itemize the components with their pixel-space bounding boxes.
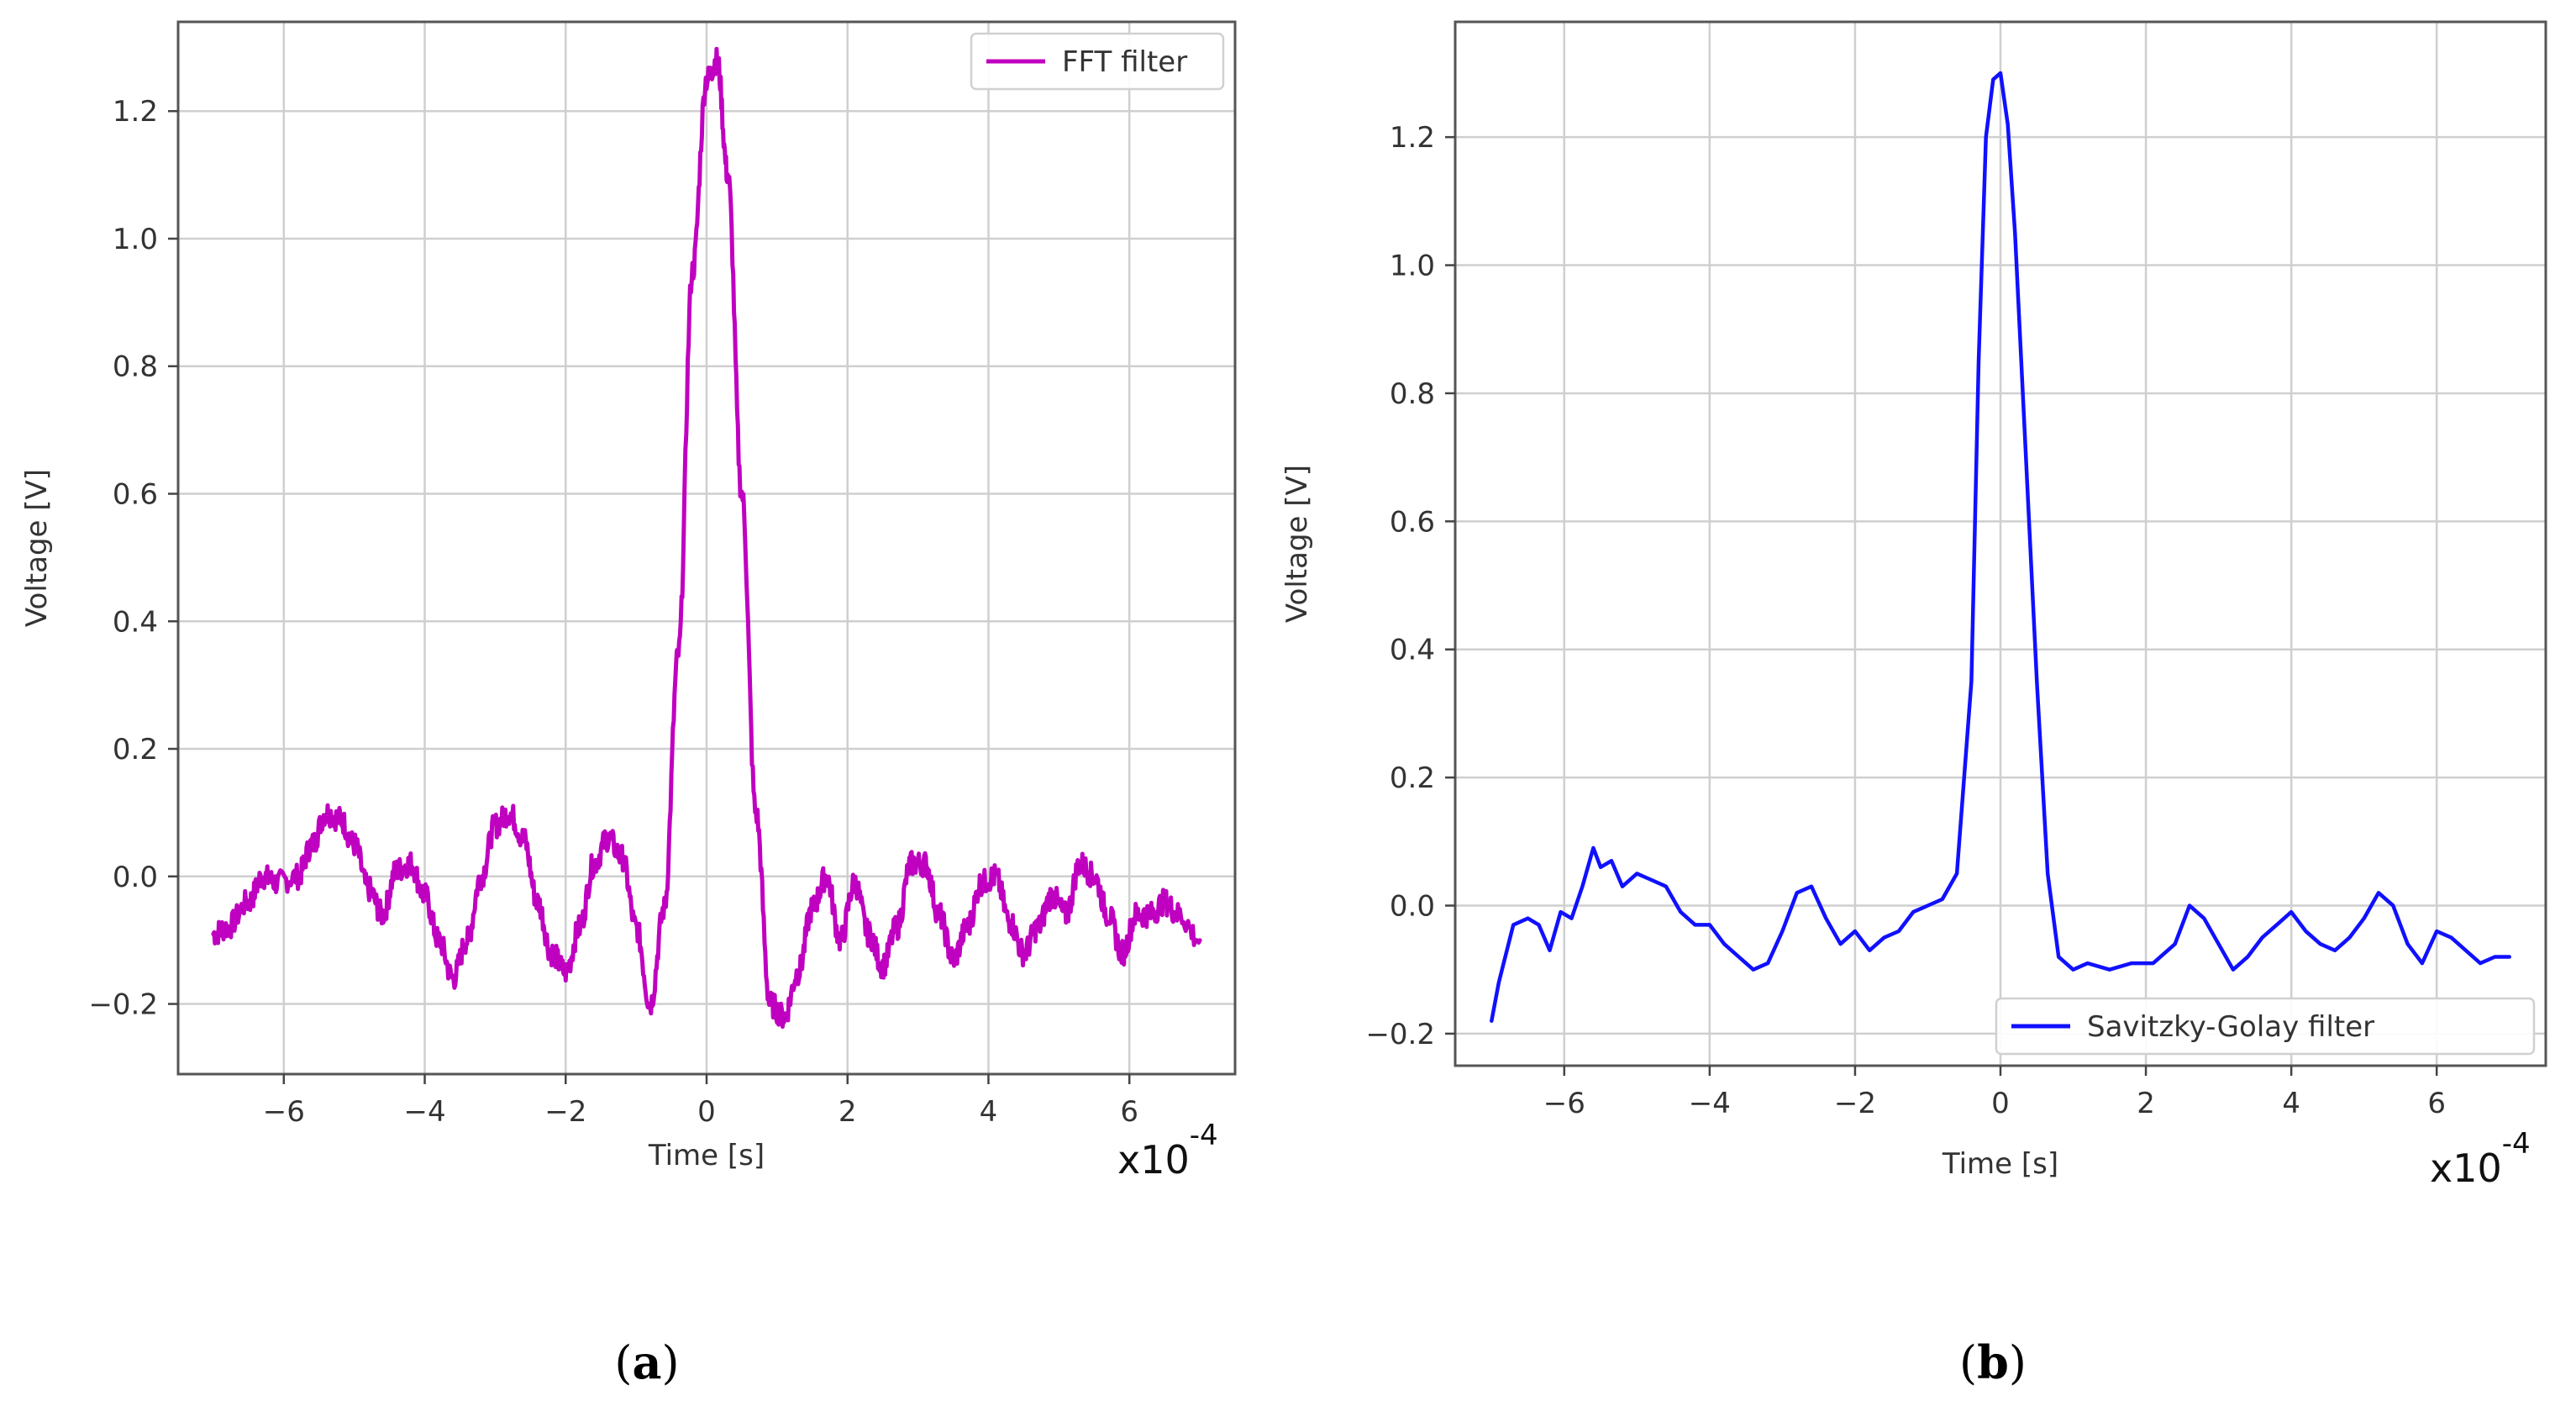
chart-a-ytick-label-2: 0.2	[113, 733, 158, 766]
chart-a-x-multiplier-base: x10	[1117, 1137, 1190, 1183]
chart-b-xtick-label-2: −2	[1834, 1087, 1876, 1120]
chart-b-xtick-label-0: −6	[1543, 1087, 1585, 1120]
chart-a-ytick-label-6: 1.0	[113, 223, 158, 256]
chart-a-ytick-label-7: 1.2	[113, 95, 158, 129]
chart-b-x-multiplier-base: x10	[2430, 1146, 2502, 1191]
chart-b-xtick-label-3: 0	[1991, 1087, 2010, 1120]
chart-a-xtick-label-0: −6	[263, 1095, 305, 1129]
chart-a-xtick-label-3: 0	[697, 1095, 716, 1129]
chart-a-x-axis-label: Time [s]	[648, 1139, 765, 1172]
chart-b-ytick-label-7: 1.2	[1390, 121, 1435, 155]
chart-a-xtick-label-5: 4	[980, 1095, 998, 1129]
chart-b-xtick-label-5: 4	[2282, 1087, 2300, 1120]
panel-label-a: (a)	[614, 1335, 679, 1389]
chart-a-ytick-label-5: 0.8	[113, 350, 158, 384]
chart-a-x-multiplier: x10-4	[1117, 1119, 1218, 1183]
chart-b-xtick-label-6: 6	[2427, 1087, 2446, 1120]
chart-b-x-multiplier: x10-4	[2430, 1127, 2531, 1191]
chart-a-ytick-label-4: 0.6	[113, 478, 158, 512]
chart-b-xtick-label-4: 2	[2137, 1087, 2155, 1120]
panel-label-a-letter: a	[633, 1335, 662, 1389]
panel-label-b-prefix: (	[1959, 1336, 1977, 1389]
chart-a-xtick-label-1: −4	[403, 1095, 445, 1129]
chart-b-ytick-label-6: 1.0	[1390, 250, 1435, 283]
panel-label-b-suffix: )	[2009, 1336, 2027, 1389]
chart-a-ytick-label-3: 0.4	[113, 605, 158, 639]
chart-b-ytick-label-2: 0.2	[1390, 761, 1435, 795]
chart-fft-filter: −6 −4 −2 0 2 4 6 −0.2 0.0 0.2 0.4 0.6 0.8 1.0 1.2 Time …	[20, 20, 1237, 1183]
chart-b-ytick-label-5: 0.8	[1390, 377, 1435, 411]
chart-a-series-line-0	[211, 46, 1202, 1029]
chart-b-y-axis-label: Voltage [V]	[1280, 465, 1314, 623]
chart-b-legend-label: Savitzky-Golay filter	[2087, 1010, 2374, 1044]
chart-a-legend-box	[970, 32, 1225, 91]
panel-label-a-suffix: )	[662, 1336, 680, 1389]
chart-a-ytick-label-0: −0.2	[88, 988, 158, 1022]
chart-b-legend-box	[1995, 997, 2536, 1056]
chart-b-x-multiplier-exp: -4	[2502, 1127, 2531, 1161]
chart-a-xtick-label-4: 2	[839, 1095, 857, 1129]
chart-a-y-axis-label: Voltage [V]	[20, 469, 54, 627]
chart-a-xtick-label-6: 6	[1120, 1095, 1138, 1129]
chart-b-ytick-label-4: 0.6	[1390, 505, 1435, 539]
chart-b-xtick-label-1: −4	[1689, 1087, 1731, 1120]
chart-a-ytick-label-1: 0.0	[113, 861, 158, 894]
chart-savitzky-golay-filter: −6 −4 −2 0 2 4 6 −0.2 0.0 0.2 0.4 0.6 0.8 1.0 1.2 Time …	[1280, 20, 2547, 1191]
chart-b-ytick-label-1: 0.0	[1390, 890, 1435, 924]
chart-b-ytick-label-3: 0.4	[1390, 634, 1435, 667]
panel-label-a-prefix: (	[614, 1336, 632, 1389]
panel-label-b-letter: b	[1977, 1335, 2009, 1389]
chart-b-ytick-label-0: −0.2	[1365, 1018, 1435, 1051]
chart-a-x-multiplier-exp: -4	[1190, 1119, 1218, 1152]
chart-b-series-line-0	[1490, 71, 2511, 1023]
chart-a-legend-label: FFT filter	[1062, 45, 1187, 79]
chart-a-xtick-label-2: −2	[544, 1095, 586, 1129]
chart-b-x-axis-label: Time [s]	[1942, 1147, 2058, 1181]
panel-label-b: (b)	[1959, 1335, 2027, 1389]
